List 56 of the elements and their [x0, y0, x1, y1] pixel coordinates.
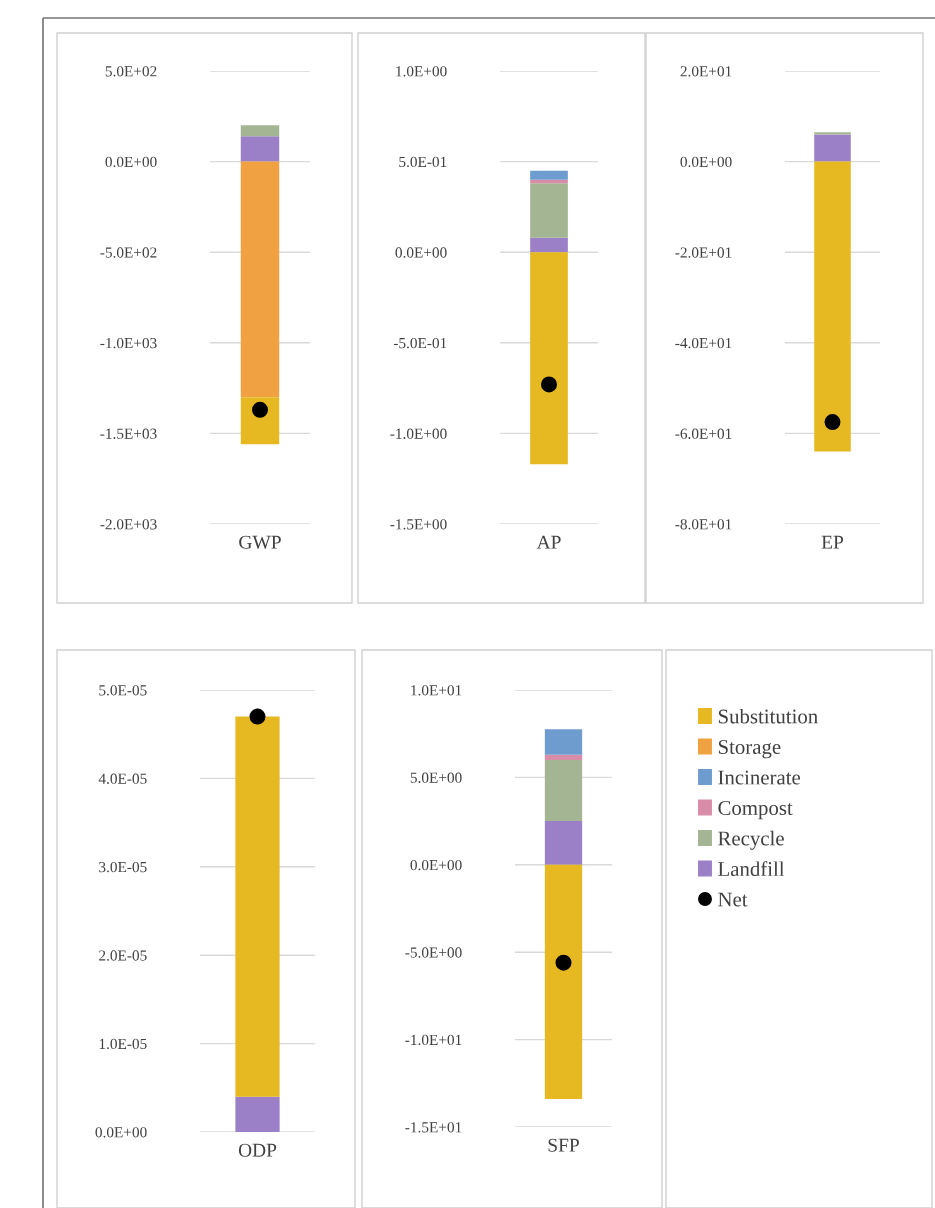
y-tick-label: -8.0E+01: [675, 519, 732, 530]
legend-label: Incinerate: [718, 770, 801, 785]
y-tick-label: -1.0E+00: [390, 428, 447, 439]
bar: [530, 183, 568, 238]
bar: [544, 864, 583, 1100]
y-tick-label: -5.0E+00: [405, 947, 462, 958]
x-tick-label: AP: [536, 535, 561, 549]
x-tick-label: GWP: [239, 535, 281, 549]
legend-label: Net: [718, 892, 748, 907]
y-tick-label: -2.0E+03: [100, 519, 157, 530]
y-tick-label: 2.0E-05: [99, 950, 147, 961]
bar: [530, 252, 568, 465]
bar: [814, 161, 851, 452]
y-tick-label: -5.0E+02: [100, 247, 157, 258]
y-tick-label: -1.5E+00: [390, 519, 447, 530]
x-tick-label: ODP: [238, 1143, 277, 1157]
y-tick-label: 0.0E+00: [680, 156, 732, 168]
bar: [544, 821, 583, 865]
legend-label: Compost: [718, 801, 793, 820]
y-tick-label: 5.0E+00: [410, 772, 462, 783]
y-tick-label: -5.0E-01: [393, 337, 447, 349]
bar: [544, 754, 583, 760]
y-tick-label: -1.5E+01: [405, 1122, 462, 1133]
y-tick-label: -6.0E+01: [675, 428, 732, 439]
bar: [240, 161, 280, 398]
y-tick-label: 1.0E-05: [99, 1038, 147, 1050]
y-tick-label: -2.0E+01: [675, 247, 732, 258]
y-tick-label: 4.0E-05: [98, 773, 147, 784]
bar: [544, 759, 583, 822]
y-tick-label: 5.0E-05: [99, 685, 147, 696]
legend-label: Landfill: [718, 861, 785, 877]
y-tick-label: -1.0E+03: [100, 337, 157, 349]
legend-label: Substitution: [718, 708, 818, 724]
bar: [530, 170, 568, 180]
y-tick-label: 5.0E-01: [399, 156, 447, 168]
y-tick-label: 2.0E+01: [680, 66, 732, 77]
bar: [240, 136, 280, 162]
y-tick-label: 3.0E-05: [99, 861, 147, 873]
y-tick-label: 0.0E+00: [410, 859, 462, 871]
x-tick-label: SFP: [548, 1138, 579, 1152]
bar: [544, 729, 583, 755]
y-tick-label: -1.5E+03: [100, 428, 157, 439]
legend-label: Recycle: [718, 830, 784, 850]
y-tick-label: 0.0E+00: [395, 247, 447, 258]
y-tick-label: 5.0E+02: [105, 66, 157, 77]
y-tick-label: -4.0E+01: [675, 337, 732, 349]
bar: [240, 125, 280, 137]
y-tick-label: 1.0E+00: [396, 66, 447, 77]
y-tick-label: 0.0E+00: [105, 156, 157, 168]
bar: [814, 134, 851, 162]
bar: [530, 237, 568, 253]
y-tick-label: 0.0E+00: [95, 1127, 147, 1138]
y-tick-label: 1.0E+01: [411, 685, 462, 696]
y-tick-label: -1.0E+01: [405, 1034, 462, 1046]
x-tick-label: EP: [821, 535, 844, 549]
legend-label: Storage: [718, 740, 781, 759]
